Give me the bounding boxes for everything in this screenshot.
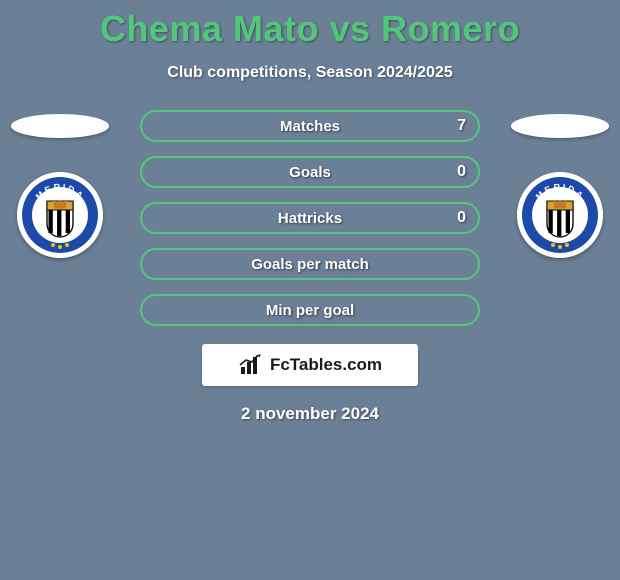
stat-label: Goals <box>289 164 331 181</box>
stat-row-min-per-goal: Min per goal <box>140 294 480 326</box>
source-logo-text: FcTables.com <box>270 355 382 375</box>
player-left-photo-placeholder <box>11 114 109 138</box>
stat-label: Goals per match <box>251 256 369 273</box>
stat-left-value <box>154 158 214 186</box>
player-right-photo-placeholder <box>511 114 609 138</box>
club-badge-left: MERIDA <box>17 172 103 258</box>
stat-left-value <box>154 112 214 140</box>
stat-right-value <box>406 296 466 324</box>
comparison-panel: MERIDA <box>0 110 620 424</box>
stat-left-value <box>154 204 214 232</box>
player-left-col: MERIDA <box>10 110 110 258</box>
stat-right-value: 0 <box>406 204 466 232</box>
infographic-date: 2 november 2024 <box>0 404 620 424</box>
subtitle: Club competitions, Season 2024/2025 <box>0 64 620 82</box>
stat-row-matches: Matches 7 <box>140 110 480 142</box>
stat-row-hattricks: Hattricks 0 <box>140 202 480 234</box>
player-right-col: MERIDA <box>510 110 610 258</box>
stat-right-value <box>406 250 466 278</box>
stat-right-value: 0 <box>406 158 466 186</box>
stat-right-value: 7 <box>406 112 466 140</box>
stat-row-goals-per-match: Goals per match <box>140 248 480 280</box>
club-badge-right: MERIDA <box>517 172 603 258</box>
page-title: Chema Mato vs Romero <box>0 0 620 50</box>
source-logo-card: FcTables.com <box>202 344 418 386</box>
bars-icon <box>238 353 266 377</box>
stat-rows: Matches 7 Goals 0 Hattricks 0 Goals per … <box>140 110 480 326</box>
stat-label: Min per goal <box>266 302 354 319</box>
stat-left-value <box>154 296 214 324</box>
stat-row-goals: Goals 0 <box>140 156 480 188</box>
stat-left-value <box>154 250 214 278</box>
stat-label: Hattricks <box>278 210 342 227</box>
stat-label: Matches <box>280 118 340 135</box>
